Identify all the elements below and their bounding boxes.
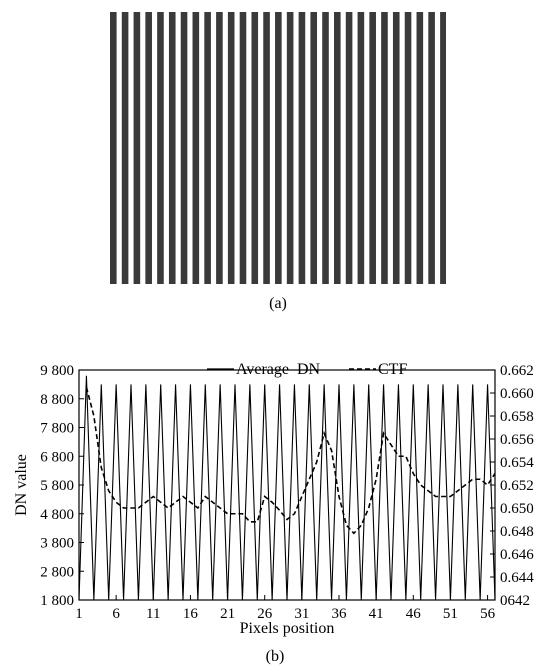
left-y-tick-label: 4 800 xyxy=(40,507,74,523)
x-tick-label: 11 xyxy=(146,606,160,622)
stripe-bar xyxy=(404,12,412,284)
stripe-bar xyxy=(298,12,306,284)
left-y-tick-label: 1 800 xyxy=(40,593,74,609)
right-y-tick-label: 0.660 xyxy=(500,386,534,402)
x-axis-label: Pixels position xyxy=(240,620,335,637)
right-y-tick-label: 0642 xyxy=(500,593,530,609)
x-tick-label: 41 xyxy=(369,606,384,622)
left-y-tick-label: 6 800 xyxy=(40,449,74,465)
stripe-bar xyxy=(204,12,211,284)
panel-a-caption: (a) xyxy=(269,295,287,312)
stripe-bar xyxy=(251,12,259,284)
stripe-bar xyxy=(345,12,353,284)
stripe-bar xyxy=(227,12,235,284)
x-tick-label: 1 xyxy=(75,606,83,622)
panel-b-caption: (b) xyxy=(266,648,285,665)
right-y-tick-label: 0.646 xyxy=(500,547,534,563)
left-y-axis: 1 800 2 800 3 800 4 800 5 800 6 800 7 800 8 800… xyxy=(40,363,84,609)
left-y-tick-label: 9 800 xyxy=(40,363,74,379)
stripe-bar xyxy=(192,12,200,284)
stripe-bar xyxy=(322,12,329,284)
x-tick-label: 31 xyxy=(294,606,309,622)
stripe-bar xyxy=(286,12,294,284)
stripe-bar xyxy=(121,12,129,284)
x-axis: 1 6 11 16 21 26 31 36 41 46 51 56 xyxy=(75,595,496,622)
stripe-bar xyxy=(392,12,400,284)
stripe-bar xyxy=(168,12,176,284)
stripe-bar xyxy=(416,12,424,284)
x-tick-label: 56 xyxy=(480,606,496,622)
stripe-bar xyxy=(428,12,435,284)
right-y-tick-label: 0.652 xyxy=(500,478,534,494)
x-tick-label: 6 xyxy=(112,606,120,622)
right-y-tick-label: 0.656 xyxy=(500,432,534,448)
line-pair-target-image xyxy=(110,12,446,284)
x-tick-label: 21 xyxy=(220,606,235,622)
stripe-bar xyxy=(357,12,365,284)
stripe-bar xyxy=(263,12,270,284)
legend-label-average-dn: Average DN xyxy=(236,361,321,378)
x-tick-label: 36 xyxy=(332,606,348,622)
x-tick-label: 26 xyxy=(257,606,273,622)
stripe-bar xyxy=(275,12,282,284)
right-y-tick-label: 0.658 xyxy=(500,409,534,425)
x-tick-label: 51 xyxy=(443,606,458,622)
left-y-tick-label: 3 800 xyxy=(40,536,74,552)
left-y-tick-label: 2 800 xyxy=(40,564,74,580)
right-y-tick-label: 0.644 xyxy=(500,570,534,586)
right-y-tick-label: 0.648 xyxy=(500,524,534,540)
legend: Average DN CTF xyxy=(207,361,407,378)
stripe-bar xyxy=(216,12,223,284)
axes xyxy=(78,369,496,601)
stripe-bar xyxy=(239,12,247,284)
y-axis-label: DN value xyxy=(13,454,30,516)
left-y-tick-label: 8 800 xyxy=(40,392,74,408)
stripe-bar xyxy=(440,12,446,284)
stripe-bar xyxy=(133,12,141,284)
ctf-line-chart: 1 800 2 800 3 800 4 800 5 800 6 800 7 800 8 800… xyxy=(13,361,534,665)
plot-frame xyxy=(78,369,496,601)
x-tick-label: 46 xyxy=(406,606,422,622)
stripe-bar xyxy=(145,12,152,284)
plot-layer xyxy=(78,375,496,601)
legend-label-ctf: CTF xyxy=(378,361,407,378)
stripe-bar xyxy=(110,12,117,284)
right-y-tick-label: 0.654 xyxy=(500,455,534,471)
stripe-bar xyxy=(180,12,188,284)
stripe-bar xyxy=(157,12,164,284)
stripe-bar xyxy=(369,12,376,284)
x-tick-label: 16 xyxy=(183,606,199,622)
stripe-bar xyxy=(334,12,341,284)
left-y-tick-label: 5 800 xyxy=(40,478,74,494)
right-y-tick-label: 0.662 xyxy=(500,363,534,379)
left-y-tick-label: 7 800 xyxy=(40,421,74,437)
stripe-bar xyxy=(310,12,318,284)
average-dn-series-line xyxy=(78,375,496,601)
ctf-series-line xyxy=(85,387,496,535)
stripe-bar xyxy=(381,12,388,284)
right-y-axis: 0642 0.644 0.646 0.648 0.650 0.652 0.654 0.656 0… xyxy=(490,363,534,609)
right-y-tick-label: 0.650 xyxy=(500,501,534,517)
